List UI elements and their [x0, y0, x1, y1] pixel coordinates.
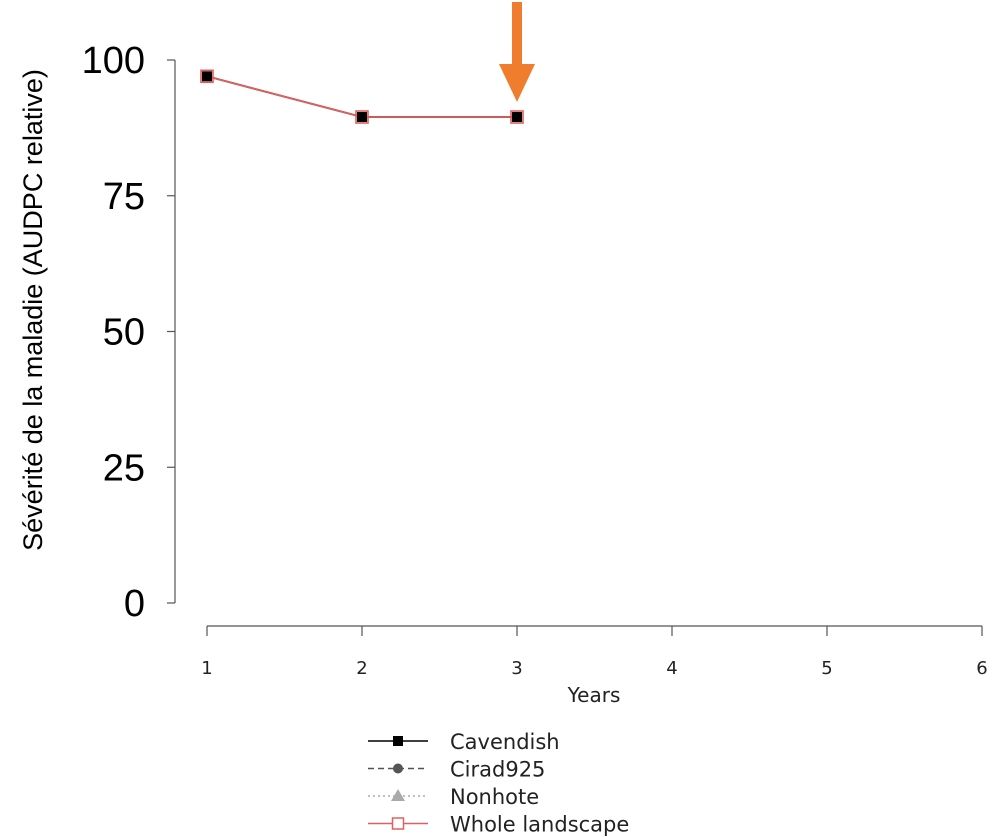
y-tick-label: 0 — [124, 583, 145, 625]
data-point — [202, 71, 212, 82]
y-axis-label: Sévérité de la maladie (AUDPC relative) — [18, 69, 48, 551]
x-tick-label: 4 — [666, 658, 677, 679]
legend: Cavendish Cirad925 Nonhote Whole landscape — [368, 730, 629, 837]
legend-label: Cavendish — [450, 730, 560, 754]
x-tick-label: 2 — [356, 658, 367, 679]
y-tick-label: 100 — [82, 40, 145, 82]
x-tick-label: 1 — [201, 658, 212, 679]
data-point — [510, 110, 524, 124]
y-ticks: 0 25 50 75 100 — [82, 40, 175, 625]
y-tick-label: 25 — [103, 447, 145, 489]
data-point — [200, 69, 214, 84]
series-group — [200, 69, 524, 124]
x-tick-label: 6 — [976, 658, 987, 679]
arrow-annotation — [499, 2, 535, 102]
x-ticks: 1 2 3 4 5 6 — [201, 626, 988, 679]
legend-label: Nonhote — [450, 785, 539, 809]
legend-marker — [391, 789, 405, 801]
x-tick-label: 3 — [511, 658, 522, 679]
arrow-shaft — [512, 2, 522, 64]
legend-label: Cirad925 — [450, 758, 545, 782]
arrow-head — [499, 64, 535, 102]
data-point — [357, 112, 367, 123]
data-point — [355, 110, 369, 124]
legend-marker — [393, 736, 403, 746]
legend-label: Whole landscape — [450, 813, 629, 837]
y-tick-label: 50 — [103, 312, 145, 354]
x-axis-label: Years — [567, 683, 621, 707]
data-point — [512, 112, 522, 123]
y-tick-label: 75 — [103, 176, 145, 218]
legend-marker — [391, 817, 405, 830]
legend-marker — [393, 763, 403, 774]
x-tick-label: 5 — [821, 658, 832, 679]
